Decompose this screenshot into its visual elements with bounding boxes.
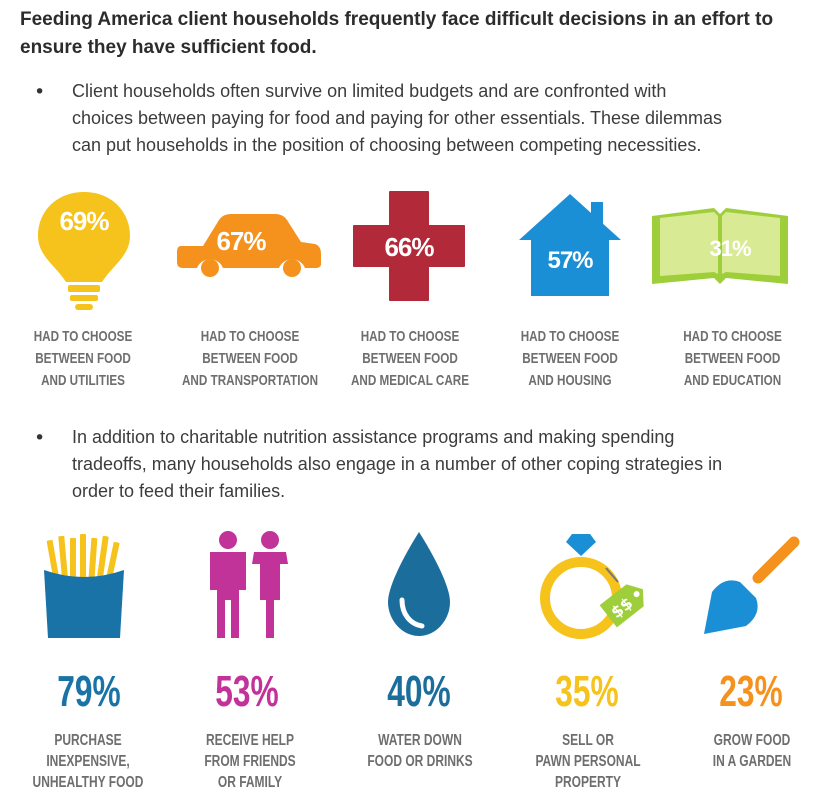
choice-percent: 66% (384, 232, 434, 262)
strategy-percent: 40% (387, 667, 451, 716)
bullet-2-line: In addition to charitable nutrition assi… (72, 427, 675, 447)
choice-caption: HAD TO CHOOSE BETWEEN FOOD AND MEDICAL C… (348, 326, 473, 392)
strategy-caption: RECEIVE HELP FROM FRIENDS OR FAMILY (190, 730, 310, 793)
strategy-caption: SELL OR PAWN PERSONAL PROPERTY (528, 730, 648, 793)
bullet-1-line: can put households in the position of ch… (72, 135, 702, 155)
bullet-2-line: order to feed their families. (72, 481, 286, 501)
strategy-percent: 53% (215, 667, 279, 716)
caption-line: SELL OR (562, 732, 614, 749)
strategy-percent: 23% (719, 667, 783, 716)
strategy-percent: 35% (555, 667, 619, 716)
choice-percent: 31% (709, 236, 750, 261)
caption-line: IN A GARDEN (712, 753, 792, 770)
caption-line: HAD TO CHOOSE (360, 328, 460, 345)
caption-line: AND MEDICAL CARE (350, 372, 470, 389)
water-drop-icon (388, 532, 450, 636)
caption-line: HAD TO CHOOSE (33, 328, 133, 345)
heading-line-2: ensure they have sufficient food. (20, 37, 317, 58)
lightbulb-icon: 69% (38, 192, 130, 310)
people-icon (210, 531, 288, 638)
bullet-2-line: tradeoffs, many households also engage i… (72, 454, 723, 474)
bullet-paragraph-2: In addition to charitable nutrition assi… (72, 424, 812, 505)
caption-line: BETWEEN FOOD (362, 350, 458, 367)
choice-caption: HAD TO CHOOSE BETWEEN FOOD AND TRANSPORT… (180, 326, 320, 392)
bullet-marker-2: • (34, 427, 46, 449)
caption-line: AND UTILITIES (41, 372, 125, 389)
caption-line: AND EDUCATION (683, 372, 782, 389)
medical-cross-icon: 66% (353, 191, 465, 301)
caption-line: BETWEEN FOOD (522, 350, 618, 367)
caption-line: INEXPENSIVE, (46, 753, 130, 770)
bullet-paragraph-1: Client households often survive on limit… (72, 78, 812, 159)
strategy-percent: 79% (57, 667, 121, 716)
caption-line: BETWEEN FOOD (202, 350, 298, 367)
bullet-1-line: Client households often survive on limit… (72, 81, 667, 101)
caption-line: FOOD OR DRINKS (367, 753, 473, 770)
caption-line: PAWN PERSONAL (535, 753, 641, 770)
strategy-caption: PURCHASE INEXPENSIVE, UNHEALTHY FOOD (28, 730, 148, 793)
choice-percent: 57% (547, 247, 593, 274)
caption-line: HAD TO CHOOSE (683, 328, 782, 345)
choice-caption: HAD TO CHOOSE BETWEEN FOOD AND HOUSING (512, 326, 629, 392)
choice-caption: HAD TO CHOOSE BETWEEN FOOD AND UTILITIES (25, 326, 142, 392)
caption-line: FROM FRIENDS (204, 753, 296, 770)
choice-percent: 69% (59, 206, 109, 236)
caption-line: BETWEEN FOOD (35, 350, 131, 367)
caption-line: RECEIVE HELP (205, 732, 295, 749)
strategy-caption: WATER DOWN FOOD OR DRINKS (360, 730, 480, 772)
choice-caption: HAD TO CHOOSE BETWEEN FOOD AND EDUCATION (668, 326, 797, 392)
bullet-marker-1: • (34, 81, 46, 103)
book-icon: 31% (652, 208, 788, 284)
caption-line: BETWEEN FOOD (684, 350, 781, 367)
choice-percent: 67% (216, 226, 266, 256)
page-heading: Feeding America client households freque… (20, 6, 810, 62)
house-icon: 57% (519, 194, 621, 296)
caption-line: UNHEALTHY FOOD (32, 774, 144, 791)
caption-line: HAD TO CHOOSE (200, 328, 300, 345)
caption-line: WATER DOWN (378, 732, 462, 749)
caption-line: AND HOUSING (528, 372, 612, 389)
caption-line: GROW FOOD (713, 732, 791, 749)
trowel-icon (704, 536, 800, 634)
caption-line: PROPERTY (554, 774, 621, 791)
strategy-caption: GROW FOOD IN A GARDEN (692, 730, 812, 772)
french-fries-icon (44, 534, 124, 638)
bullet-1-line: choices between paying for food and payi… (72, 108, 723, 128)
ring-tag-icon: $$ (540, 534, 644, 639)
caption-line: AND TRANSPORTATION (181, 372, 319, 389)
caption-line: OR FAMILY (217, 774, 283, 791)
caption-line: HAD TO CHOOSE (520, 328, 620, 345)
car-icon: 67% (177, 214, 321, 277)
caption-line: PURCHASE (54, 732, 122, 749)
heading-line-1: Feeding America client households freque… (20, 9, 774, 30)
